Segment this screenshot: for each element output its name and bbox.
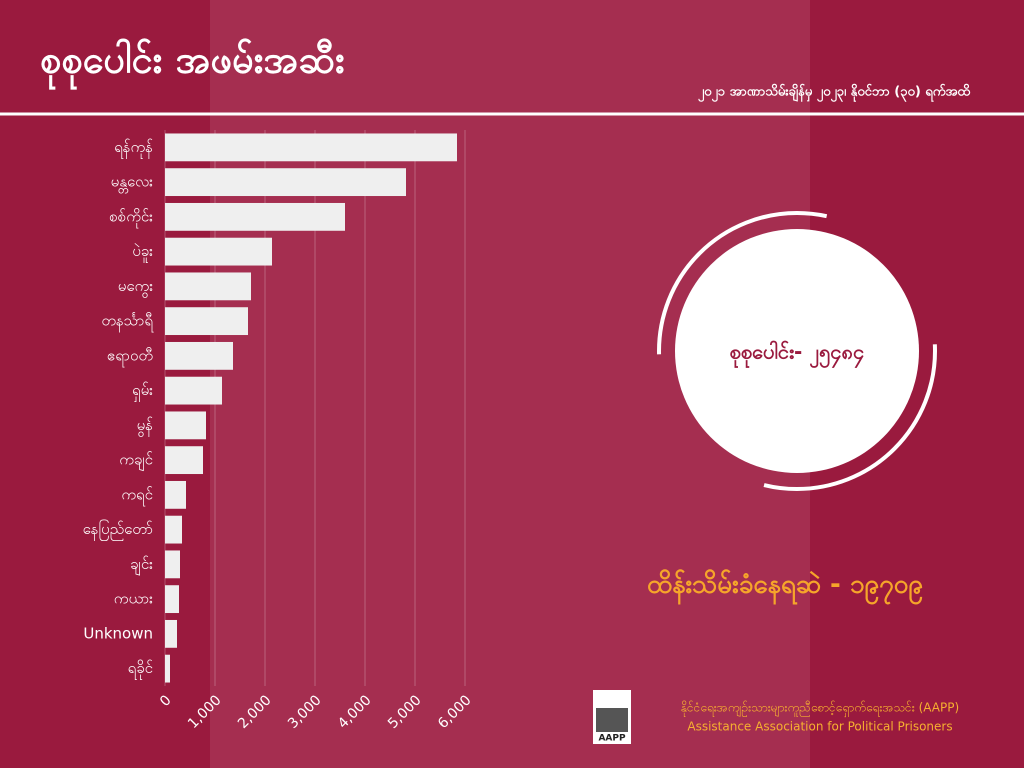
bar bbox=[165, 202, 345, 231]
bar bbox=[165, 550, 180, 579]
ring bbox=[657, 211, 937, 491]
y-tick-label: မန္တလေး bbox=[111, 173, 154, 194]
bar bbox=[165, 480, 186, 509]
bar bbox=[165, 411, 206, 440]
y-tick-label: ရန်ကုန် bbox=[114, 138, 153, 159]
y-tick-label: ကယား bbox=[114, 590, 153, 608]
logo-bars bbox=[596, 708, 628, 732]
y-tick-label: ရခိုင် bbox=[128, 659, 153, 680]
subtitle: ၂၀၂၁ အာဏာသိမ်းချိန်မှ ၂၀၂၃၊ နိုဝင်ဘာ (၃၀… bbox=[698, 83, 971, 103]
bar bbox=[165, 619, 177, 648]
y-tick-label: Unknown bbox=[83, 624, 153, 642]
bar bbox=[165, 585, 179, 614]
bar bbox=[165, 272, 251, 301]
bar bbox=[165, 446, 203, 475]
bar bbox=[165, 307, 248, 336]
y-tick-label: ချင်း bbox=[130, 555, 153, 576]
bar bbox=[165, 133, 457, 162]
y-tick-label: တနင်္သာရီ bbox=[101, 312, 154, 333]
y-tick-label: ပဲခူး bbox=[132, 242, 153, 263]
y-tick-label: ဧရာဝတီ bbox=[107, 346, 153, 367]
bar bbox=[165, 168, 406, 197]
logo-text: AAPP bbox=[598, 734, 626, 744]
bar bbox=[165, 515, 182, 544]
y-tick-label: ကချင် bbox=[119, 451, 153, 472]
bar bbox=[165, 376, 222, 405]
org-en: Assistance Association for Political Pri… bbox=[687, 720, 952, 734]
y-tick-label: ကရင် bbox=[121, 485, 153, 506]
total-circle bbox=[675, 229, 919, 473]
y-tick-label: ရှမ်း bbox=[132, 381, 153, 402]
bar bbox=[165, 341, 233, 370]
x-tick-label: 0 bbox=[157, 692, 175, 710]
bar bbox=[165, 237, 272, 266]
bar bbox=[165, 654, 170, 683]
detained-text: ထိန်းသိမ်းခံနေရဆဲ - ၁၉၇၀၉ bbox=[647, 569, 923, 606]
y-tick-label: မကွေး bbox=[118, 277, 153, 298]
y-tick-label: မွန် bbox=[137, 416, 153, 437]
y-tick-label: နေပြည်တော် bbox=[83, 519, 153, 541]
org-mm: နိုင်ငံရေးအကျဉ်းသားများကူညီစောင့်ရှောက်ရ… bbox=[681, 700, 959, 718]
y-tick-label: စစ်ကိုင်း bbox=[109, 207, 153, 228]
